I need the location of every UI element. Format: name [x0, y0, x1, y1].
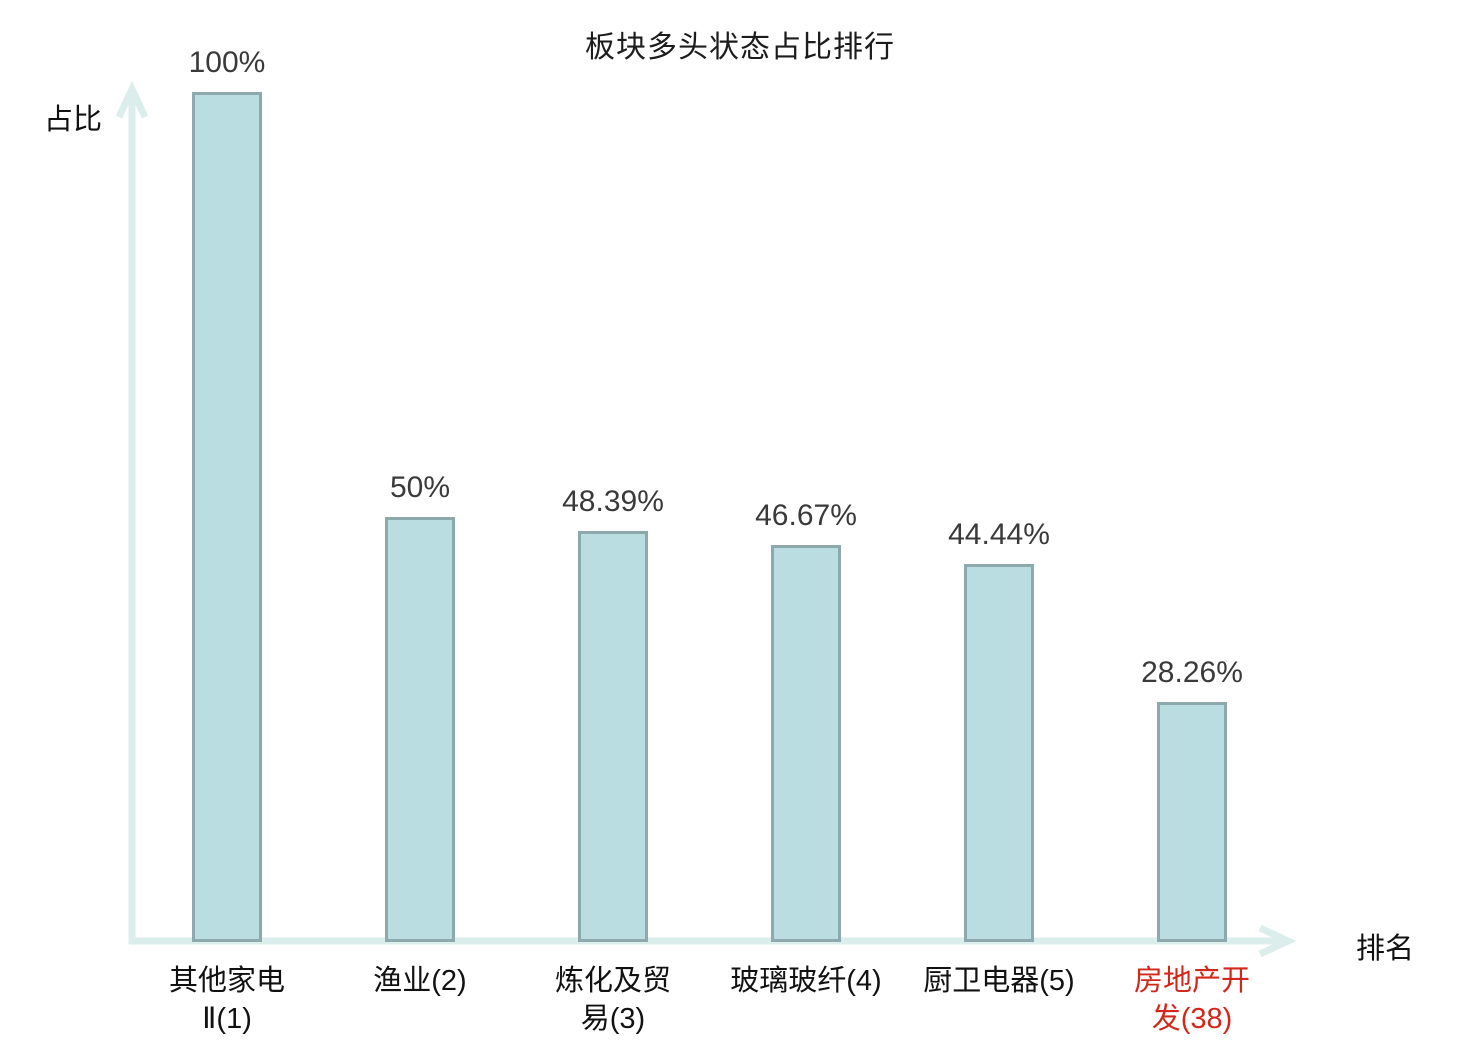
bar-group: 48.39% 炼化及贸 易(3) [513, 0, 713, 1040]
bar-category-label: 其他家电 Ⅱ(1) [168, 965, 285, 1035]
bar [1157, 701, 1227, 942]
bar-category-label: 房地产开 发(38) [1133, 965, 1250, 1035]
bar-category-label: 渔业(2) [373, 965, 467, 997]
y-axis-label: 占比 [44, 104, 103, 136]
bar-group: 50% 渔业(2) [320, 0, 520, 1040]
bar-category-label: 玻璃玻纤(4) [730, 965, 882, 997]
bar [385, 517, 455, 942]
bar-value-label: 48.39% [562, 484, 664, 518]
bar [192, 92, 262, 942]
bar-category-label: 厨卫电器(5) [923, 965, 1075, 997]
bar-group: 44.44% 厨卫电器(5) [899, 0, 1099, 1040]
bar-category-label: 炼化及贸 易(3) [554, 965, 671, 1035]
bar [771, 545, 841, 942]
chart-title: 板块多头状态占比排行 [585, 31, 895, 64]
bar-group: 46.67% 玻璃玻纤(4) [706, 0, 906, 1040]
bar-value-label: 100% [188, 46, 266, 79]
bar-value-label: 28.26% [1141, 655, 1243, 689]
bar-value-label: 46.67% [755, 499, 857, 533]
bar [578, 530, 648, 942]
x-axis-label: 排名 [1356, 933, 1415, 965]
bar-group: 100% 其他家电 Ⅱ(1) [127, 0, 327, 1040]
bar-group: 28.26% 房地产开 发(38) [1092, 0, 1292, 1040]
bar-value-label: 44.44% [948, 518, 1050, 552]
bar [964, 564, 1034, 942]
bar-value-label: 50% [389, 471, 451, 504]
